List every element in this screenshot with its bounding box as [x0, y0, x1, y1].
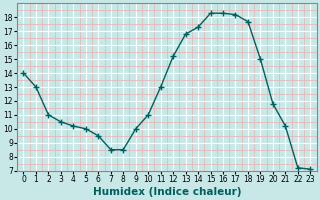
X-axis label: Humidex (Indice chaleur): Humidex (Indice chaleur) [93, 187, 241, 197]
